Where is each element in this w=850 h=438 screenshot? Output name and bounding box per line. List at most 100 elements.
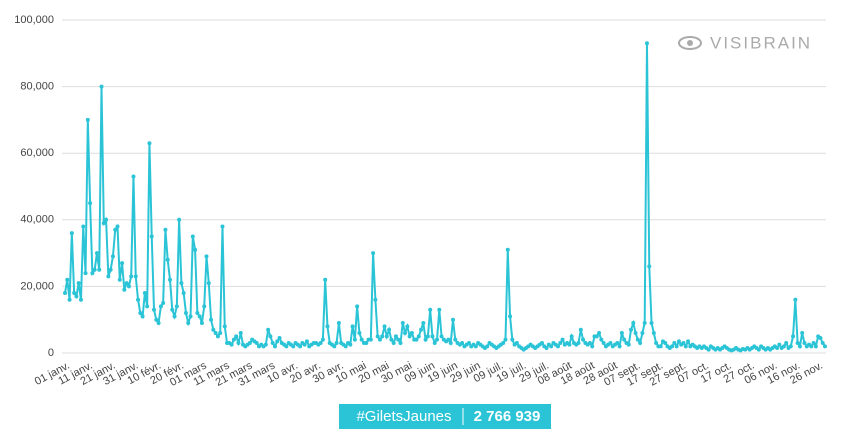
data-point (343, 344, 348, 349)
data-point (197, 314, 202, 319)
data-point (117, 277, 122, 282)
data-point (222, 324, 227, 329)
data-point (97, 267, 102, 272)
data-point (350, 324, 355, 329)
data-point (820, 341, 825, 346)
data-point (152, 307, 157, 312)
data-point (99, 84, 104, 89)
data-point (396, 337, 401, 342)
data-point (254, 341, 259, 346)
data-point (355, 304, 360, 309)
data-point (622, 337, 627, 342)
data-point (686, 339, 691, 344)
data-point (398, 341, 403, 346)
data-point (154, 317, 159, 322)
data-point (272, 344, 277, 349)
data-point (393, 334, 398, 339)
data-point (298, 344, 303, 349)
data-point (800, 331, 805, 336)
data-point (334, 341, 339, 346)
data-point (581, 337, 586, 342)
data-point (106, 274, 111, 279)
data-point (78, 297, 83, 302)
data-point (165, 257, 170, 262)
data-point (706, 347, 711, 352)
data-point (352, 337, 357, 342)
data-point (400, 321, 405, 326)
data-point (373, 297, 378, 302)
data-point (215, 334, 220, 339)
data-point (167, 277, 172, 282)
data-point (777, 342, 782, 347)
data-point (238, 331, 243, 336)
watermark: VISIBRAIN (710, 33, 812, 52)
data-point (323, 277, 328, 282)
data-point (74, 294, 79, 299)
data-point (186, 321, 191, 326)
y-tick-label: 40,000 (20, 214, 54, 226)
data-point (92, 267, 97, 272)
data-point (122, 287, 127, 292)
data-point (304, 339, 309, 344)
data-point (174, 304, 179, 309)
data-point (544, 346, 549, 351)
data-point (236, 341, 241, 346)
data-point (133, 274, 138, 279)
y-tick-label: 0 (48, 347, 54, 359)
data-point (81, 224, 86, 229)
data-point (788, 344, 793, 349)
data-point (364, 341, 369, 346)
data-point (414, 337, 419, 342)
data-point (247, 341, 252, 346)
data-point (320, 337, 325, 342)
data-point (263, 342, 268, 347)
data-point (69, 231, 74, 236)
data-point (120, 261, 125, 266)
data-point (501, 341, 506, 346)
data-point (213, 331, 218, 336)
data-point (791, 334, 796, 339)
data-point (802, 341, 807, 346)
data-point (179, 281, 184, 286)
data-point (640, 331, 645, 336)
data-point (428, 307, 433, 312)
data-point (587, 341, 592, 346)
data-point (129, 274, 134, 279)
data-point (576, 341, 581, 346)
logo-eye (678, 36, 702, 50)
data-point (555, 344, 560, 349)
data-point (409, 331, 414, 336)
data-point (590, 344, 595, 349)
data-point (421, 321, 426, 326)
data-point (503, 337, 508, 342)
data-point (450, 317, 455, 322)
data-point (138, 311, 143, 316)
data-point (181, 291, 186, 296)
data-point (594, 334, 599, 339)
data-point (76, 281, 81, 286)
data-point (211, 327, 216, 332)
data-point (163, 227, 168, 232)
data-point (172, 314, 177, 319)
data-point (419, 327, 424, 332)
data-point (145, 304, 150, 309)
data-point (375, 334, 380, 339)
data-point (131, 174, 136, 179)
y-tick-label: 100,000 (14, 14, 54, 26)
y-tick-label: 60,000 (20, 147, 54, 159)
data-point (190, 234, 195, 239)
data-point (348, 342, 353, 347)
logo-pupil (687, 40, 693, 46)
data-point (654, 341, 659, 346)
data-point (578, 327, 583, 332)
data-point (284, 344, 289, 349)
data-point (615, 341, 620, 346)
data-point (775, 346, 780, 351)
data-point (63, 291, 67, 296)
data-point (67, 297, 72, 302)
data-point (651, 331, 656, 336)
total: 2 766 939 (474, 408, 541, 425)
data-point (633, 331, 638, 336)
series-line (64, 43, 826, 352)
